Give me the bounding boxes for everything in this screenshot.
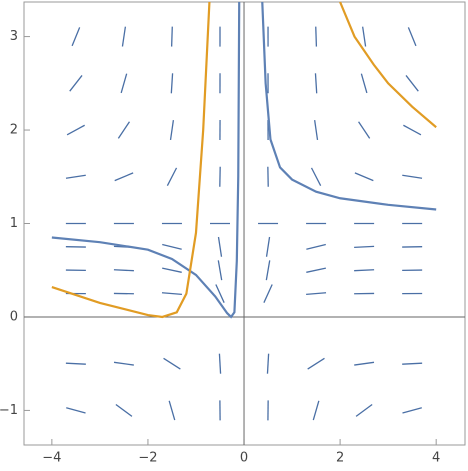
slope-segment — [267, 354, 268, 374]
y-tick-label: 0 — [10, 309, 18, 324]
slope-segment — [354, 270, 374, 271]
y-tick-label: 1 — [10, 216, 18, 231]
slope-segment — [121, 74, 126, 93]
slope-segment — [402, 175, 422, 178]
slope-segment — [315, 120, 318, 140]
slope-segment — [316, 27, 317, 47]
slope-segment — [115, 173, 133, 181]
slope-segment — [171, 120, 174, 140]
slope-segment — [359, 122, 370, 139]
slope-segment — [66, 175, 86, 178]
slope-segment — [264, 284, 272, 302]
slope-segment — [267, 237, 270, 257]
slope-segment — [306, 245, 325, 250]
slope-segment — [218, 260, 221, 280]
slope-segment — [403, 125, 421, 135]
slope-segment — [402, 363, 422, 364]
slope-segment — [66, 408, 85, 413]
x-tick-label: 4 — [432, 451, 440, 466]
slope-segment — [164, 358, 181, 369]
x-tick-label: 0 — [240, 451, 248, 466]
slope-segment — [171, 73, 172, 93]
slope-segment — [67, 125, 85, 135]
y-tick-label: 3 — [10, 29, 18, 44]
slope-segment — [354, 362, 374, 365]
slope-segment — [219, 354, 220, 374]
x-tick-label: −4 — [42, 451, 61, 466]
slope-segment — [172, 27, 173, 47]
slope-segment — [116, 404, 132, 416]
slope-segment — [72, 27, 80, 46]
slope-segment — [306, 268, 326, 272]
x-tick-label: −2 — [138, 451, 157, 466]
slope-segment — [169, 401, 175, 420]
slope-segment — [356, 404, 372, 416]
y-tick-label: 2 — [10, 123, 18, 138]
slope-segment — [354, 246, 374, 247]
slope-segment — [122, 27, 125, 47]
slope-segment — [218, 237, 221, 257]
slope-segment — [306, 293, 326, 295]
y-tick-label: −1 — [0, 403, 18, 418]
slope-segment — [162, 293, 182, 295]
slope-segment — [114, 270, 134, 271]
slope-segment — [363, 27, 366, 47]
solution-curve — [340, 2, 436, 127]
slope-segment — [162, 245, 181, 250]
slope-segment — [167, 168, 176, 186]
slope-segment — [114, 362, 134, 365]
slope-segment — [355, 173, 373, 181]
slope-segment — [66, 363, 86, 364]
slope-segment — [118, 122, 129, 139]
slope-segment — [70, 75, 82, 91]
slope-segment — [313, 401, 319, 420]
slope-segment — [308, 358, 325, 369]
slope-segment — [162, 268, 182, 272]
slope-segment — [403, 408, 422, 413]
slope-segment — [361, 74, 366, 93]
slope-segment — [312, 168, 321, 186]
x-tick-label: 2 — [336, 451, 344, 466]
slope-segment — [266, 260, 269, 280]
slope-segment — [408, 27, 416, 46]
slope-segment — [406, 75, 418, 91]
slope-segment — [315, 73, 316, 93]
